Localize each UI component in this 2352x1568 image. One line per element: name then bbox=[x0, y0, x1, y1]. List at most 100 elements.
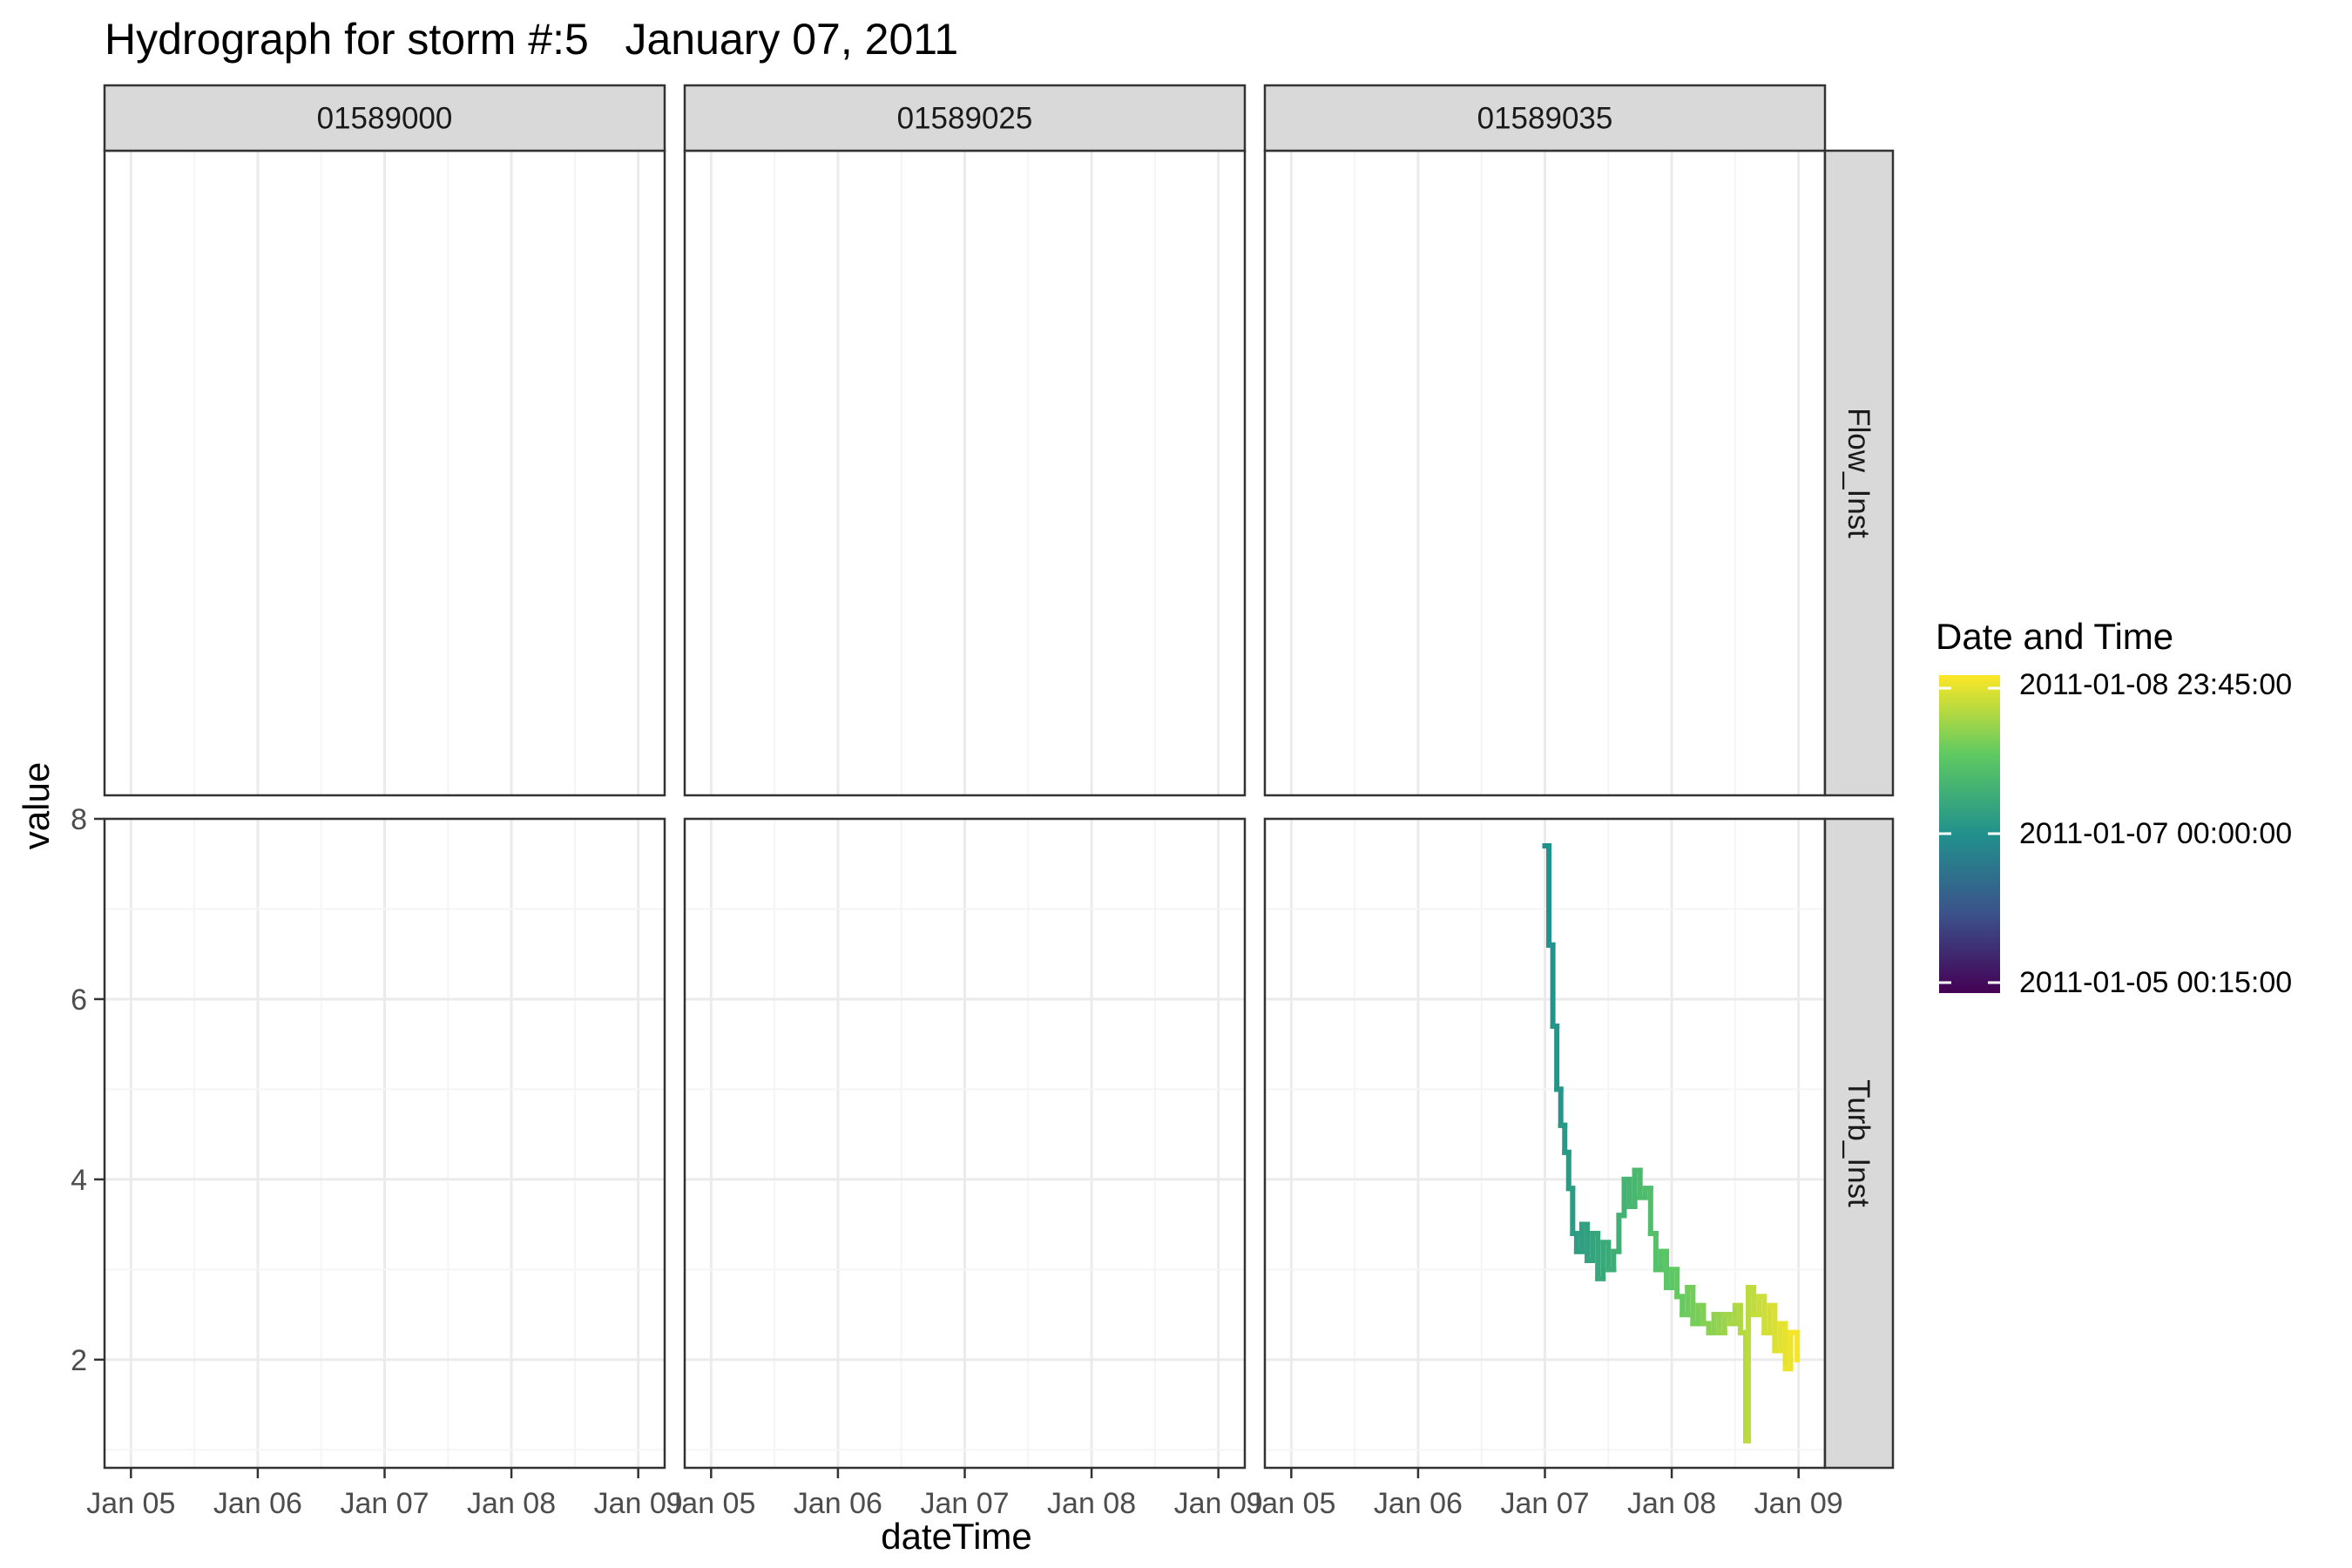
data-point bbox=[1777, 1321, 1783, 1327]
data-point bbox=[1700, 1321, 1707, 1327]
x-tick-label: Jan 05 bbox=[86, 1487, 175, 1520]
y-tick-label: 6 bbox=[71, 983, 87, 1017]
strip-label-column: 01589000 bbox=[317, 102, 453, 136]
data-point bbox=[1767, 1302, 1773, 1308]
data-point bbox=[1695, 1302, 1701, 1308]
strip-top-01589000: 01589000 bbox=[103, 84, 666, 152]
legend: Date and Time 2011-01-08 23:45:00 2011-0… bbox=[1936, 616, 2292, 999]
data-point bbox=[1546, 942, 1552, 948]
panel-01589000-Turb_Inst bbox=[103, 817, 666, 1470]
panel-01589025-Flow_Inst bbox=[683, 149, 1247, 797]
strip-background bbox=[1823, 817, 1895, 1470]
x-tick-label: Jan 07 bbox=[920, 1487, 1009, 1520]
x-tick-label: Jan 09 bbox=[1754, 1487, 1843, 1520]
facet-strips: 01589000 01589025 01589035 Flow_Inst Turb_In… bbox=[103, 84, 1895, 1470]
data-point bbox=[1595, 1275, 1601, 1281]
x-tick-label: Jan 09 bbox=[1174, 1487, 1263, 1520]
panel-01589025-Turb_Inst bbox=[683, 817, 1247, 1470]
x-tick-label: Jan 05 bbox=[666, 1487, 755, 1520]
data-point bbox=[1578, 1221, 1585, 1227]
x-tick-label: Jan 08 bbox=[467, 1487, 556, 1520]
y-axis-title: value bbox=[16, 762, 57, 849]
data-point bbox=[1652, 1267, 1659, 1273]
legend-title: Date and Time bbox=[1936, 616, 2173, 657]
y-axis: 2 4 6 8 bbox=[71, 803, 105, 1377]
y-tick-label: 2 bbox=[71, 1344, 87, 1377]
data-point bbox=[1756, 1294, 1762, 1300]
strip-background bbox=[1823, 149, 1895, 797]
data-point bbox=[1721, 1312, 1727, 1318]
data-point bbox=[1669, 1267, 1675, 1273]
strip-label-column: 01589025 bbox=[897, 102, 1033, 136]
x-tick-label: Jan 07 bbox=[340, 1487, 429, 1520]
data-point bbox=[1711, 1312, 1717, 1318]
strip-background bbox=[1263, 84, 1827, 152]
data-point bbox=[1637, 1194, 1643, 1200]
strip-label-column: 01589035 bbox=[1477, 102, 1613, 136]
data-point bbox=[1590, 1230, 1596, 1236]
strip-top-01589035: 01589035 bbox=[1263, 84, 1827, 152]
data-point bbox=[1573, 1248, 1579, 1254]
data-point bbox=[1716, 1329, 1722, 1335]
strip-background bbox=[103, 84, 666, 152]
data-point bbox=[1690, 1321, 1696, 1327]
data-point bbox=[1782, 1366, 1788, 1372]
data-point bbox=[1642, 1186, 1648, 1192]
data-point bbox=[1562, 1149, 1568, 1155]
strip-right-Turb_Inst: Turb_Inst bbox=[1823, 817, 1895, 1470]
panel-01589000-Flow_Inst bbox=[103, 149, 666, 797]
data-point bbox=[1751, 1312, 1757, 1318]
strip-label-row: Flow_Inst bbox=[1842, 408, 1876, 538]
x-tick-label: Jan 06 bbox=[794, 1487, 882, 1520]
x-tick-label: Jan 06 bbox=[1374, 1487, 1463, 1520]
data-point bbox=[1550, 1023, 1556, 1029]
data-point bbox=[1788, 1329, 1794, 1335]
data-point bbox=[1664, 1285, 1670, 1291]
panel-01589035-Turb_Inst bbox=[1263, 817, 1827, 1470]
facet-panels bbox=[103, 149, 1827, 1470]
x-tick-label: Jan 08 bbox=[1047, 1487, 1136, 1520]
panel-01589035-Flow_Inst bbox=[1263, 149, 1827, 797]
data-point bbox=[1743, 1437, 1749, 1443]
x-axis-title: dateTime bbox=[881, 1516, 1032, 1557]
strip-top-01589025: 01589025 bbox=[683, 84, 1247, 152]
data-point bbox=[1727, 1321, 1733, 1327]
data-point bbox=[1558, 1122, 1564, 1128]
legend-label-mid: 2011-01-07 00:00:00 bbox=[2019, 817, 2292, 850]
strip-right-Flow_Inst: Flow_Inst bbox=[1823, 149, 1895, 797]
data-point bbox=[1794, 1356, 1801, 1362]
data-point bbox=[1680, 1312, 1686, 1318]
data-point bbox=[1737, 1329, 1743, 1335]
data-point bbox=[1605, 1267, 1612, 1273]
data-point bbox=[1570, 1230, 1576, 1236]
data-point bbox=[1600, 1240, 1606, 1246]
data-point bbox=[1761, 1329, 1767, 1335]
strip-label-row: Turb_Inst bbox=[1842, 1079, 1876, 1207]
data-point bbox=[1674, 1294, 1680, 1300]
series-01589035-Turb_Inst bbox=[1542, 843, 1801, 1443]
data-point bbox=[1585, 1258, 1591, 1264]
x-tick-label: Jan 05 bbox=[1247, 1487, 1335, 1520]
data-point bbox=[1611, 1248, 1617, 1254]
data-point bbox=[1632, 1167, 1638, 1173]
legend-label-top: 2011-01-08 23:45:00 bbox=[2019, 668, 2292, 701]
strip-background bbox=[683, 84, 1247, 152]
data-point bbox=[1626, 1203, 1632, 1209]
data-point bbox=[1746, 1285, 1752, 1291]
data-point bbox=[1542, 843, 1548, 849]
data-point bbox=[1616, 1213, 1622, 1219]
y-tick-label: 4 bbox=[71, 1164, 87, 1197]
data-point bbox=[1621, 1176, 1627, 1182]
data-point bbox=[1554, 1086, 1560, 1092]
data-point bbox=[1772, 1348, 1778, 1354]
series-layer bbox=[1542, 843, 1801, 1443]
x-tick-label: Jan 06 bbox=[213, 1487, 302, 1520]
legend-label-bot: 2011-01-05 00:15:00 bbox=[2019, 966, 2292, 999]
data-point bbox=[1706, 1329, 1712, 1335]
x-tick-label: Jan 09 bbox=[594, 1487, 683, 1520]
y-tick-label: 8 bbox=[71, 803, 87, 836]
data-point bbox=[1565, 1186, 1571, 1192]
data-point bbox=[1647, 1230, 1653, 1236]
